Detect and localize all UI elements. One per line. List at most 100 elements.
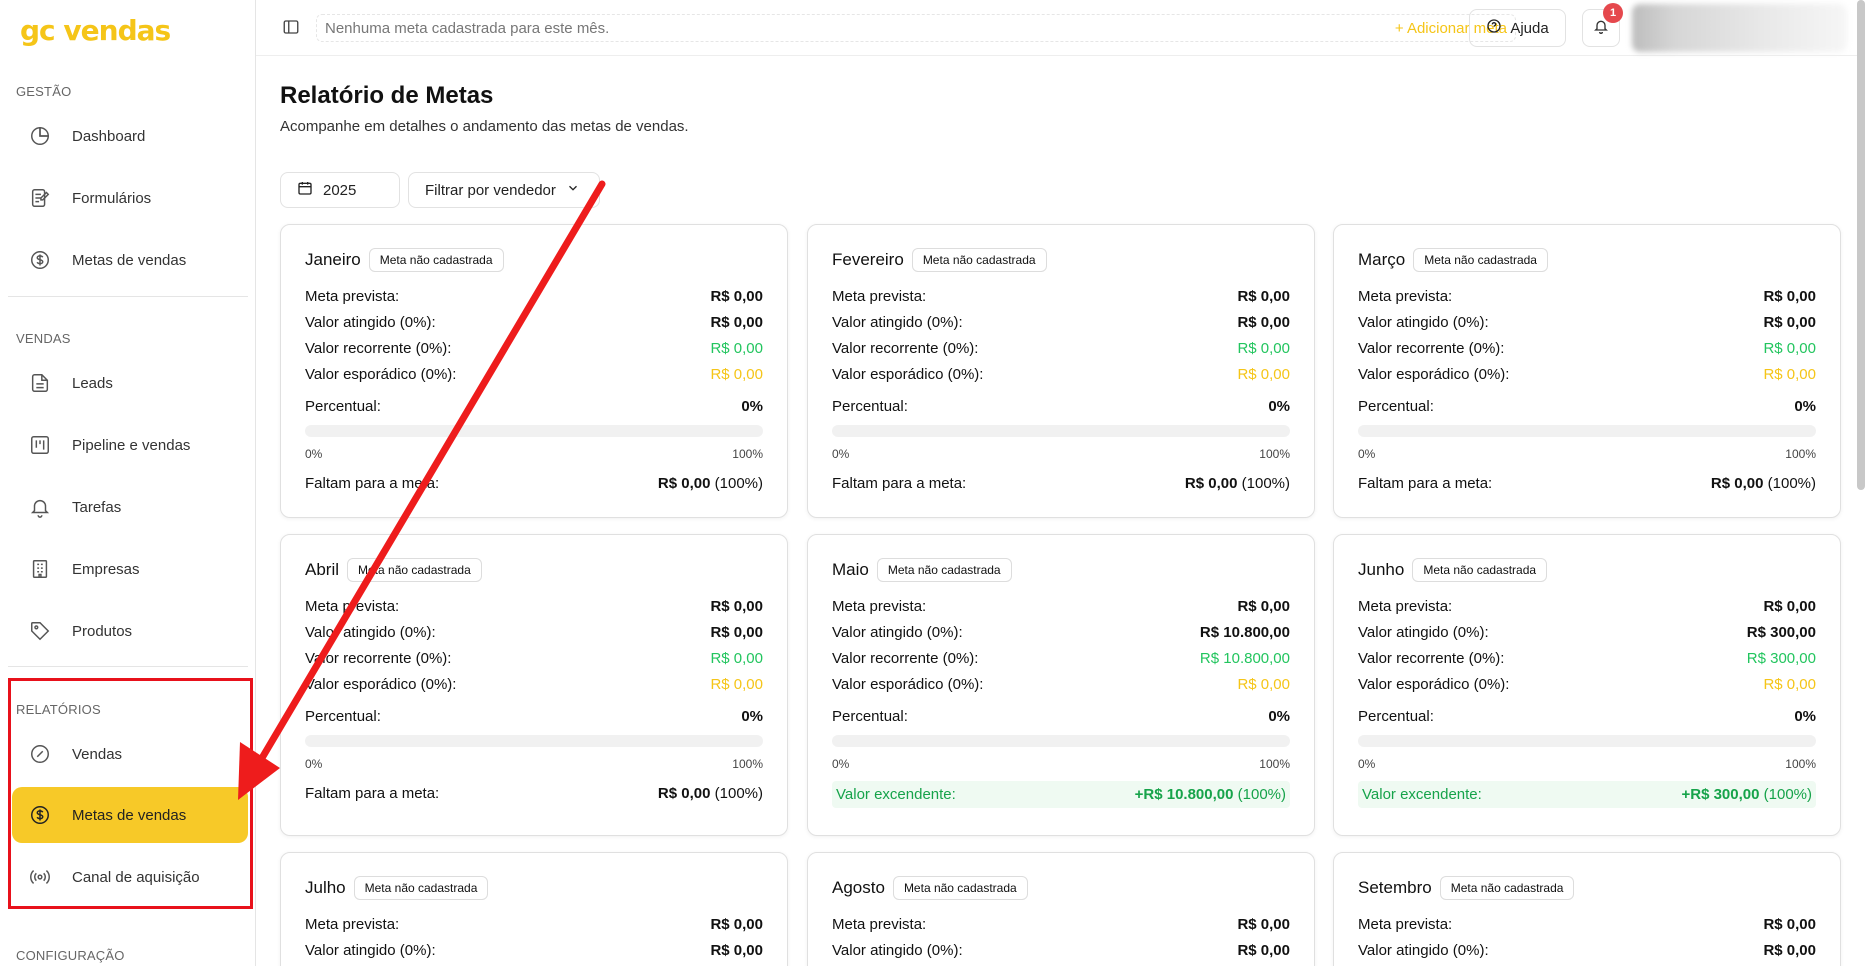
bar-max-label: 100% bbox=[1785, 447, 1816, 461]
sidebar-item-label: Canal de aquisição bbox=[72, 868, 200, 886]
sidebar-item-label: Metas de vendas bbox=[72, 251, 187, 269]
row-label: Valor atingido (0%): bbox=[832, 941, 963, 959]
sidebar-item-metas-de-vendas[interactable]: Metas de vendas bbox=[12, 232, 248, 288]
month-card-julho: Julho Meta não cadastrada Meta prevista: R… bbox=[280, 852, 788, 966]
brand-logo[interactable]: gc vendas bbox=[20, 14, 171, 47]
sidebar-item-dashboard[interactable]: Dashboard bbox=[12, 108, 248, 164]
bar-max-label: 100% bbox=[1259, 447, 1290, 461]
section-label-gestao: GESTÃO bbox=[16, 84, 72, 99]
bell-icon bbox=[28, 495, 52, 519]
percentual-value: 0% bbox=[1268, 397, 1290, 415]
valor-atingido-value: R$ 300,00 bbox=[1746, 623, 1816, 641]
remain-pct: (100%) bbox=[714, 785, 763, 802]
valor-recorrente-value: R$ 0,00 bbox=[1763, 339, 1816, 357]
remain-value: R$ 0,00 bbox=[1710, 475, 1764, 492]
sidebar-item-produtos[interactable]: Produtos bbox=[12, 603, 248, 659]
sidebar-item-label: Leads bbox=[72, 374, 113, 392]
row-label: Percentual: bbox=[832, 707, 908, 725]
kanban-icon bbox=[28, 433, 52, 457]
top-header: Nenhuma meta cadastrada para este mês. +… bbox=[256, 0, 1865, 56]
user-profile-blurred[interactable] bbox=[1632, 4, 1847, 52]
excess-label: Valor excendente: bbox=[1362, 786, 1482, 803]
valor-atingido-value: R$ 0,00 bbox=[1763, 941, 1816, 959]
seller-filter-dropdown[interactable]: Filtrar por vendedor bbox=[408, 172, 600, 208]
section-label-configuracao: CONFIGURAÇÃO bbox=[16, 948, 125, 963]
row-label: Meta prevista: bbox=[1358, 287, 1453, 305]
sidebar-item-formularios[interactable]: Formulários bbox=[12, 170, 248, 226]
page-scrollbar[interactable] bbox=[1857, 0, 1865, 490]
sidebar-item-pipeline[interactable]: Pipeline e vendas bbox=[12, 417, 248, 473]
progress-bar bbox=[832, 735, 1290, 747]
gauge-icon bbox=[28, 742, 52, 766]
card-month: Setembro bbox=[1358, 878, 1432, 897]
remain-pct: (100%) bbox=[714, 475, 763, 492]
bar-min-label: 0% bbox=[1358, 447, 1376, 461]
help-button-label: Ajuda bbox=[1510, 19, 1549, 37]
sidebar-item-tarefas[interactable]: Tarefas bbox=[12, 479, 248, 535]
month-card-setembro: Setembro Meta não cadastrada Meta previst… bbox=[1333, 852, 1841, 966]
sidebar-item-leads[interactable]: Leads bbox=[12, 355, 248, 411]
sidebar-item-canal-de-aquisicao[interactable]: Canal de aquisição bbox=[12, 849, 248, 905]
excess-box: Valor excendente: +R$ 300,00 (100%) bbox=[1358, 781, 1816, 808]
excess-pct: (100%) bbox=[1237, 786, 1286, 803]
excess-box: Valor excendente: +R$ 10.800,00 (100%) bbox=[832, 781, 1290, 808]
percentual-value: 0% bbox=[1794, 397, 1816, 415]
row-label: Percentual: bbox=[305, 397, 381, 415]
status-badge: Meta não cadastrada bbox=[347, 558, 482, 582]
month-card-junho: Junho Meta não cadastrada Meta prevista: R… bbox=[1333, 534, 1841, 836]
sidebar-toggle-icon[interactable] bbox=[282, 18, 302, 38]
row-label: Valor recorrente (0%): bbox=[1358, 339, 1505, 357]
row-label: Valor atingido (0%): bbox=[832, 623, 963, 641]
progress-bar bbox=[1358, 425, 1816, 437]
row-label: Meta prevista: bbox=[1358, 597, 1453, 615]
sidebar-item-label: Tarefas bbox=[72, 498, 122, 516]
calendar-icon bbox=[297, 180, 313, 200]
row-label: Percentual: bbox=[1358, 397, 1434, 415]
sidebar-item-empresas[interactable]: Empresas bbox=[12, 541, 248, 597]
row-label: Meta prevista: bbox=[1358, 915, 1453, 933]
sidebar-item-vendas-report[interactable]: Vendas bbox=[12, 726, 248, 782]
card-month: Fevereiro bbox=[832, 250, 904, 269]
status-badge: Meta não cadastrada bbox=[368, 248, 504, 272]
help-button[interactable]: Ajuda bbox=[1469, 9, 1566, 47]
row-label: Percentual: bbox=[1358, 707, 1434, 725]
remain-value: R$ 0,00 bbox=[657, 475, 711, 492]
valor-recorrente-value: R$ 10.800,00 bbox=[1199, 649, 1290, 667]
meta-prevista-value: R$ 0,00 bbox=[1763, 287, 1816, 305]
card-month: Abril bbox=[305, 560, 340, 579]
percentual-value: 0% bbox=[1794, 707, 1816, 725]
progress-bar bbox=[1358, 735, 1816, 747]
sidebar-item-label: Pipeline e vendas bbox=[72, 436, 191, 454]
form-icon bbox=[28, 186, 52, 210]
valor-recorrente-value: R$ 0,00 bbox=[1237, 339, 1290, 357]
row-label: Valor recorrente (0%): bbox=[832, 339, 979, 357]
broadcast-icon bbox=[28, 865, 52, 889]
month-card-maio: Maio Meta não cadastrada Meta prevista: R$… bbox=[807, 534, 1315, 836]
bar-min-label: 0% bbox=[832, 447, 850, 461]
sidebar-item-metas-de-vendas-report[interactable]: Metas de vendas bbox=[12, 787, 248, 843]
valor-esporadico-value: R$ 0,00 bbox=[1763, 675, 1816, 693]
row-label: Valor recorrente (0%): bbox=[305, 339, 452, 357]
meta-prevista-value: R$ 0,00 bbox=[1763, 597, 1816, 615]
bar-max-label: 100% bbox=[1259, 757, 1290, 771]
month-card-fevereiro: Fevereiro Meta não cadastrada Meta previs… bbox=[807, 224, 1315, 518]
year-picker[interactable]: 2025 bbox=[280, 172, 400, 208]
sidebar-item-label: Vendas bbox=[72, 745, 123, 763]
row-label: Meta prevista: bbox=[832, 915, 927, 933]
row-label: Meta prevista: bbox=[832, 597, 927, 615]
add-goal-link[interactable]: + Adicionar meta bbox=[1394, 19, 1507, 37]
bell-icon bbox=[1593, 18, 1609, 39]
valor-recorrente-value: R$ 0,00 bbox=[710, 649, 763, 667]
bar-min-label: 0% bbox=[305, 757, 323, 771]
percentual-value: 0% bbox=[1268, 707, 1290, 725]
notifications-button[interactable] bbox=[1582, 9, 1620, 47]
valor-atingido-value: R$ 0,00 bbox=[710, 941, 763, 959]
tag-icon bbox=[28, 619, 52, 643]
remain-label: Faltam para a meta: bbox=[832, 475, 967, 492]
remain-label: Faltam para a meta: bbox=[305, 785, 440, 802]
excess-label: Valor excendente: bbox=[836, 786, 956, 803]
meta-prevista-value: R$ 0,00 bbox=[1237, 597, 1290, 615]
sidebar-divider bbox=[8, 666, 248, 667]
bar-min-label: 0% bbox=[305, 447, 323, 461]
pie-chart-icon bbox=[28, 124, 52, 148]
